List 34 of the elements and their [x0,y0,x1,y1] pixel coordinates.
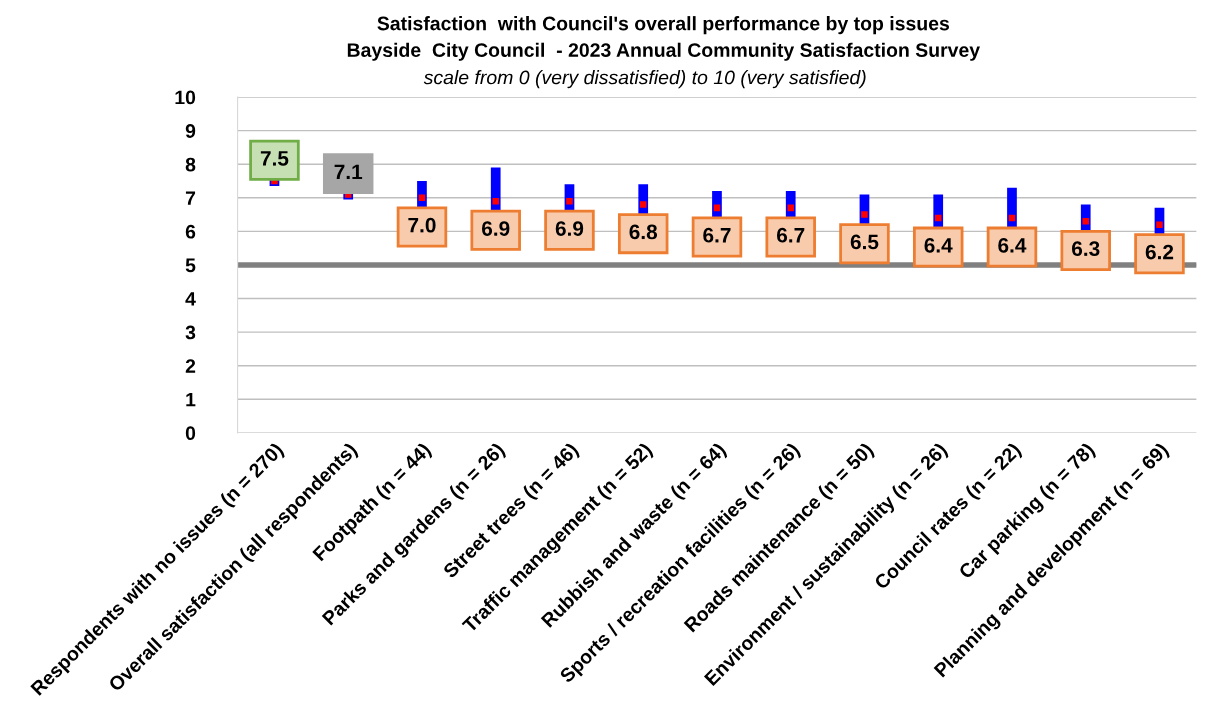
data-label: 7.0 [408,217,436,233]
y-tick-label: 1 [186,392,196,407]
y-tick-label: 2 [185,359,196,373]
y-tick-label: 9 [185,124,196,138]
point [492,197,499,205]
y-tick-label: 5 [185,258,196,273]
data-label: 6.2 [1145,244,1174,260]
y-tick-label: 3 [185,325,196,340]
data-label: 6.4 [998,237,1027,253]
point [787,204,794,212]
data-label: 6.3 [1072,241,1100,257]
y-tick-label: 4 [185,292,196,306]
data-label: 6.5 [850,234,879,250]
point [1156,221,1163,228]
text: scale from 0 (very dissatisfied) to 10 (very satisfied) [423,70,866,89]
y-tick-label: 7 [185,191,196,205]
y-tick-label: 10 [175,90,196,105]
point [861,211,868,218]
data-label: 7.5 [260,151,289,166]
y-tick-label: 8 [185,157,196,172]
y-tick-label: 6 [185,224,196,239]
point [1082,218,1089,225]
chart-subtitle: Bayside City Council - 2023 Annual Community Satisfaction Survey [347,42,980,61]
y-tick-label: 0 [185,426,196,441]
data-label: 6.8 [629,224,658,240]
data-label: 6.4 [924,237,953,253]
data-label: 6.9 [555,221,584,236]
data-label: 7.1 [334,164,363,180]
point [566,197,573,205]
chart-title: Satisfaction with Council's overall performance by top issues [377,16,950,35]
point [639,201,647,208]
data-label: 6.7 [703,227,731,243]
data-label: 6.7 [777,227,805,243]
data-label: 6.9 [481,221,510,236]
